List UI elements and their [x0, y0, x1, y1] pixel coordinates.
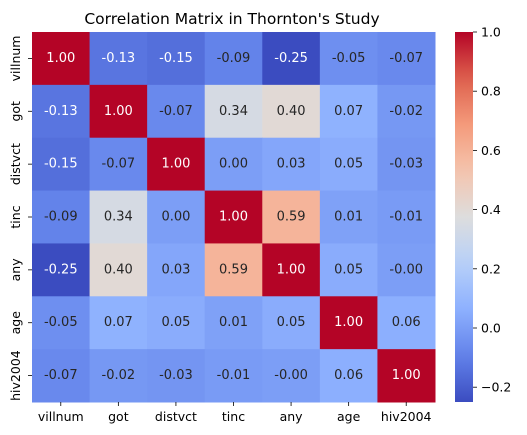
cell-value-label: 0.01 [219, 315, 248, 330]
cell-value-label: 0.07 [104, 315, 133, 330]
cell-value-label: 0.03 [161, 262, 190, 277]
x-tick-label: distvct [155, 409, 197, 424]
y-tick-label: distvct [8, 143, 23, 185]
chart-title: Correlation Matrix in Thornton's Study [84, 10, 379, 28]
cell-value-label: 0.06 [334, 368, 363, 383]
cell-value-label: 0.06 [392, 315, 421, 330]
cell-value-label: 0.05 [334, 262, 363, 277]
cell-value-label: 0.07 [334, 104, 363, 119]
cell-value-label: 0.05 [334, 157, 363, 172]
y-tick-label: age [8, 311, 23, 335]
cell-value-label: -0.07 [159, 104, 193, 119]
x-tick-label: got [108, 409, 129, 424]
colorbar-tick-label: 0.6 [481, 143, 501, 158]
cell-value-label: -0.01 [389, 210, 423, 225]
x-tick-label: hiv2004 [381, 409, 432, 424]
cell-value-label: -0.25 [274, 51, 308, 66]
cell-value-label: 1.00 [46, 51, 75, 66]
x-axis: villnum got distvct tinc any age hiv2004 [38, 402, 432, 424]
y-tick-label: hiv2004 [8, 350, 23, 401]
y-tick-label: tinc [8, 205, 23, 228]
colorbar-gradient [455, 32, 473, 402]
colorbar-tick-label: 0.0 [481, 321, 501, 336]
y-tick-label: got [8, 101, 23, 122]
cell-value-label: 1.00 [219, 210, 248, 225]
colorbar-tick-label: −0.2 [481, 380, 511, 395]
cell-value-label: 0.00 [161, 210, 190, 225]
y-tick-label: any [8, 258, 23, 282]
cell-value-label: -0.01 [217, 368, 251, 383]
cell-value-label: 1.00 [334, 315, 363, 330]
cell-value-label: -0.07 [44, 368, 78, 383]
x-tick-label: villnum [38, 409, 84, 424]
cell-value-label: 1.00 [161, 157, 190, 172]
cell-value-label: -0.13 [44, 104, 78, 119]
cell-value-label: -0.02 [389, 104, 423, 119]
cell-value-label: -0.09 [217, 51, 251, 66]
cell-value-label: -0.15 [159, 51, 193, 66]
colorbar-tick-label: 0.8 [481, 84, 501, 99]
cell-value-label: -0.03 [159, 368, 193, 383]
cell-value-label: -0.15 [44, 157, 78, 172]
y-axis: villnum got distvct tinc any age hiv2004 [8, 36, 32, 401]
x-tick-label: tinc [222, 409, 245, 424]
cell-value-label: 0.05 [161, 315, 190, 330]
colorbar: −0.2 0.0 0.2 0.4 0.6 0.8 1.0 [455, 25, 511, 403]
heatmap-cells: 1.00 -0.13 -0.15 -0.09 -0.25 -0.05 -0.07 -0.13 1… [32, 32, 436, 403]
cell-value-label: -0.02 [102, 368, 136, 383]
cell-value-label: 0.59 [277, 210, 306, 225]
cell-value-label: 0.03 [277, 157, 306, 172]
cell-value-label: -0.05 [332, 51, 366, 66]
cell-value-label: 0.34 [104, 210, 133, 225]
cell-value-label: 1.00 [392, 368, 421, 383]
cell-value-label: -0.07 [389, 51, 423, 66]
cell-value-label: 0.40 [104, 262, 133, 277]
cell-value-label: 1.00 [104, 104, 133, 119]
cell-value-label: -0.03 [389, 157, 423, 172]
colorbar-tick-label: 0.4 [481, 202, 501, 217]
cell-value-label: -0.13 [102, 51, 136, 66]
x-tick-label: age [337, 409, 361, 424]
cell-value-label: 0.59 [219, 262, 248, 277]
colorbar-tick-label: 1.0 [481, 25, 501, 40]
cell-value-label: 0.34 [219, 104, 248, 119]
cell-value-label: 0.40 [277, 104, 306, 119]
cell-value-label: -0.25 [44, 262, 78, 277]
cell-value-label: 1.00 [277, 262, 306, 277]
x-tick-label: any [280, 409, 304, 424]
cell-value-label: 0.01 [334, 210, 363, 225]
cell-value-label: 0.05 [277, 315, 306, 330]
colorbar-tick-label: 0.2 [481, 261, 501, 276]
cell-value-label: -0.00 [389, 262, 423, 277]
cell-value-label: -0.05 [44, 315, 78, 330]
cell-value-label: -0.07 [102, 157, 136, 172]
cell-value-label: -0.09 [44, 210, 78, 225]
y-tick-label: villnum [8, 36, 23, 82]
cell-value-label: 0.00 [219, 157, 248, 172]
cell-value-label: -0.00 [274, 368, 308, 383]
